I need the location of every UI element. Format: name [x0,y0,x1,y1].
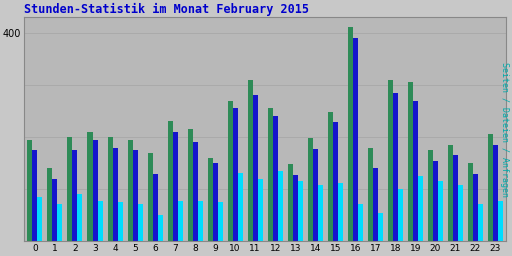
Bar [118,202,122,241]
Bar [198,201,203,241]
Bar [153,174,158,241]
Bar [498,201,503,241]
Bar [193,142,198,241]
Bar [458,185,463,241]
Bar [388,80,393,241]
Bar [273,116,278,241]
Bar [348,27,353,241]
Bar [187,129,193,241]
Bar [373,168,378,241]
Bar [413,101,418,241]
Bar [88,132,93,241]
Bar [493,145,498,241]
Bar [258,179,263,241]
Bar [468,163,473,241]
Bar [278,171,283,241]
Bar [77,195,82,241]
Bar [398,189,403,241]
Bar [288,164,293,241]
Y-axis label: Seiten / Dateien / Anfragen: Seiten / Dateien / Anfragen [500,62,509,197]
Bar [253,95,258,241]
Bar [268,108,273,241]
Bar [418,176,423,241]
Bar [57,204,62,241]
Bar [158,215,163,241]
Bar [353,38,358,241]
Bar [248,80,253,241]
Bar [453,155,458,241]
Bar [333,122,338,241]
Bar [68,137,73,241]
Bar [52,179,57,241]
Bar [232,108,238,241]
Bar [113,147,118,241]
Bar [378,213,383,241]
Bar [338,183,343,241]
Bar [318,185,323,241]
Bar [448,145,453,241]
Bar [97,201,102,241]
Bar [218,202,223,241]
Bar [127,140,133,241]
Bar [308,138,313,241]
Bar [37,197,42,241]
Bar [138,204,142,241]
Bar [167,121,173,241]
Bar [408,82,413,241]
Bar [297,182,303,241]
Bar [133,150,138,241]
Bar [178,201,183,241]
Bar [93,140,97,241]
Bar [147,153,153,241]
Bar [488,134,493,241]
Bar [32,150,37,241]
Bar [48,168,52,241]
Bar [28,140,32,241]
Bar [428,150,433,241]
Bar [393,93,398,241]
Bar [228,101,232,241]
Bar [358,204,363,241]
Bar [368,147,373,241]
Bar [173,132,178,241]
Bar [212,163,218,241]
Bar [238,173,243,241]
Bar [478,204,483,241]
Bar [473,174,478,241]
Bar [108,137,113,241]
Text: Stunden-Statistik im Monat February 2015: Stunden-Statistik im Monat February 2015 [24,3,309,16]
Bar [208,158,212,241]
Bar [313,148,318,241]
Bar [328,112,333,241]
Bar [73,150,77,241]
Bar [438,182,443,241]
Bar [293,175,297,241]
Bar [433,161,438,241]
